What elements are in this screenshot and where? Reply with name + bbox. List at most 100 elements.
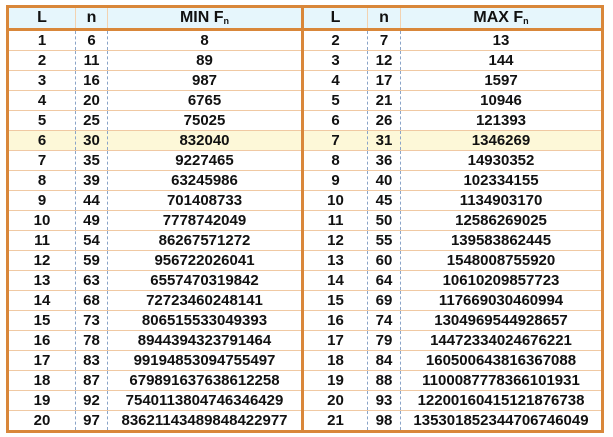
- cell-fn: 99194853094755497: [107, 350, 303, 371]
- cell-L: 10: [7, 210, 76, 231]
- table-row: 3 12 144: [304, 50, 603, 71]
- table-row: 13 60 1548008755920: [304, 250, 603, 271]
- cell-n: 35: [75, 150, 108, 171]
- cell-fn: 6765: [107, 90, 303, 111]
- cell-L: 18: [304, 350, 368, 371]
- cell-L: 2: [331, 32, 340, 49]
- cell-L: 5: [304, 90, 368, 111]
- table-row: 10 45 1134903170: [304, 190, 603, 211]
- cell-n: 83: [75, 350, 108, 371]
- cell-fn: 75025: [107, 110, 303, 131]
- cell-n: 31: [367, 130, 401, 151]
- max-table-body: 2 7 13 3 12 144 4 17 1597 5 21 10946 6 26 121393 7 31 134…: [304, 29, 603, 432]
- cell-fn: 144: [400, 50, 603, 71]
- cell-L: 20: [7, 410, 76, 432]
- header-min-fn-label: MIN F: [179, 9, 224, 26]
- header-subscript: n: [223, 16, 230, 26]
- cell-fn: 89: [107, 50, 303, 71]
- cell-fn: 7778742049: [107, 210, 303, 231]
- cell-fn: 14930352: [400, 150, 603, 171]
- cell-n: 36: [367, 150, 401, 171]
- cell-fn: 832040: [107, 130, 303, 151]
- cell-L: 1: [37, 32, 47, 49]
- cell-L: 6: [304, 110, 368, 131]
- cell-fn: 1134903170: [400, 190, 603, 211]
- cell-fn: 160500643816367088: [400, 350, 603, 371]
- cell-n: 88: [367, 370, 401, 391]
- table-row: 4 17 1597: [304, 70, 603, 91]
- min-fn-table: L n MIN Fn 1 6 8 2 11 89 3 16 987 4 20 6765 5 25 75025…: [6, 5, 304, 433]
- table-row: 13 63 6557470319842: [7, 270, 303, 291]
- cell-n: 60: [367, 250, 401, 271]
- cell-fn: 1597: [400, 70, 603, 91]
- cell-L: 17: [7, 350, 76, 371]
- header-n: n: [75, 6, 108, 31]
- cell-n: 39: [75, 170, 108, 191]
- cell-fn: 72723460248141: [107, 290, 303, 311]
- table-row: 4 20 6765: [7, 90, 303, 111]
- cell-fn: 12200160415121876738: [400, 390, 603, 411]
- cell-L: 3: [304, 50, 368, 71]
- cell-fn: 1346269: [400, 130, 603, 151]
- table-row: 1 6 8: [8, 29, 303, 51]
- table-row: 6 30 832040: [7, 130, 303, 151]
- cell-n: 30: [75, 130, 108, 151]
- header-row: L n MAX Fn: [304, 6, 603, 31]
- cell-fn: 14472334024676221: [400, 330, 603, 351]
- table-row: 15 73 806515533049393: [7, 310, 303, 331]
- cell-L: 8: [304, 150, 368, 171]
- cell-L: 3: [7, 70, 76, 91]
- cell-L: 21: [304, 410, 368, 432]
- cell-n: 69: [367, 290, 401, 311]
- cell-fn: 8: [200, 32, 209, 49]
- table-row: 20 97 83621143489848422977: [7, 410, 303, 432]
- cell-n: 16: [75, 70, 108, 91]
- table-row: 5 21 10946: [304, 90, 603, 111]
- cell-n: 54: [75, 230, 108, 251]
- table-row: 14 68 72723460248141: [7, 290, 303, 311]
- table-row: 18 87 679891637638612258: [7, 370, 303, 391]
- cell-fn: 1100087778366101931: [400, 370, 603, 391]
- header-L: L: [304, 6, 368, 31]
- header-L: L: [7, 6, 76, 31]
- table-row: 12 59 956722026041: [7, 250, 303, 271]
- cell-n: 74: [367, 310, 401, 331]
- cell-L: 6: [7, 130, 76, 151]
- table-row: 9 40 102334155: [304, 170, 603, 191]
- cell-n: 55: [367, 230, 401, 251]
- cell-n: 12: [367, 50, 401, 71]
- cell-L: 13: [304, 250, 368, 271]
- cell-fn: 139583862445: [400, 230, 603, 251]
- cell-n: 98: [367, 410, 401, 432]
- cell-n: 64: [367, 270, 401, 291]
- cell-fn: 679891637638612258: [107, 370, 303, 391]
- cell-n: 44: [75, 190, 108, 211]
- table-row: 2 11 89: [7, 50, 303, 71]
- table-row: 12 55 139583862445: [304, 230, 603, 251]
- cell-n: 11: [75, 50, 108, 71]
- min-table-body: 1 6 8 2 11 89 3 16 987 4 20 6765 5 25 75025 6 30 832040 7 3…: [7, 29, 303, 432]
- cell-L: 4: [7, 90, 76, 111]
- cell-fn: 13: [492, 32, 510, 49]
- table-row: 2 7 13: [304, 29, 603, 51]
- table-row: 16 74 1304969544928657: [304, 310, 603, 331]
- table-row: 15 69 117669030460994: [304, 290, 603, 311]
- cell-n: 40: [367, 170, 401, 191]
- cell-n: 93: [367, 390, 401, 411]
- header-n: n: [367, 6, 401, 31]
- cell-fn: 117669030460994: [400, 290, 603, 311]
- cell-n: 87: [75, 370, 108, 391]
- cell-fn: 10610209857723: [400, 270, 603, 291]
- cell-n: 21: [367, 90, 401, 111]
- cell-L: 18: [7, 370, 76, 391]
- cell-L: 7: [7, 150, 76, 171]
- cell-n: 68: [75, 290, 108, 311]
- cell-n: 7: [367, 29, 401, 51]
- cell-L: 9: [7, 190, 76, 211]
- cell-L: 20: [304, 390, 368, 411]
- cell-L: 8: [7, 170, 76, 191]
- cell-n: 79: [367, 330, 401, 351]
- header-min-fn: MIN Fn: [107, 6, 303, 31]
- cell-L: 12: [7, 250, 76, 271]
- cell-n: 97: [75, 410, 108, 432]
